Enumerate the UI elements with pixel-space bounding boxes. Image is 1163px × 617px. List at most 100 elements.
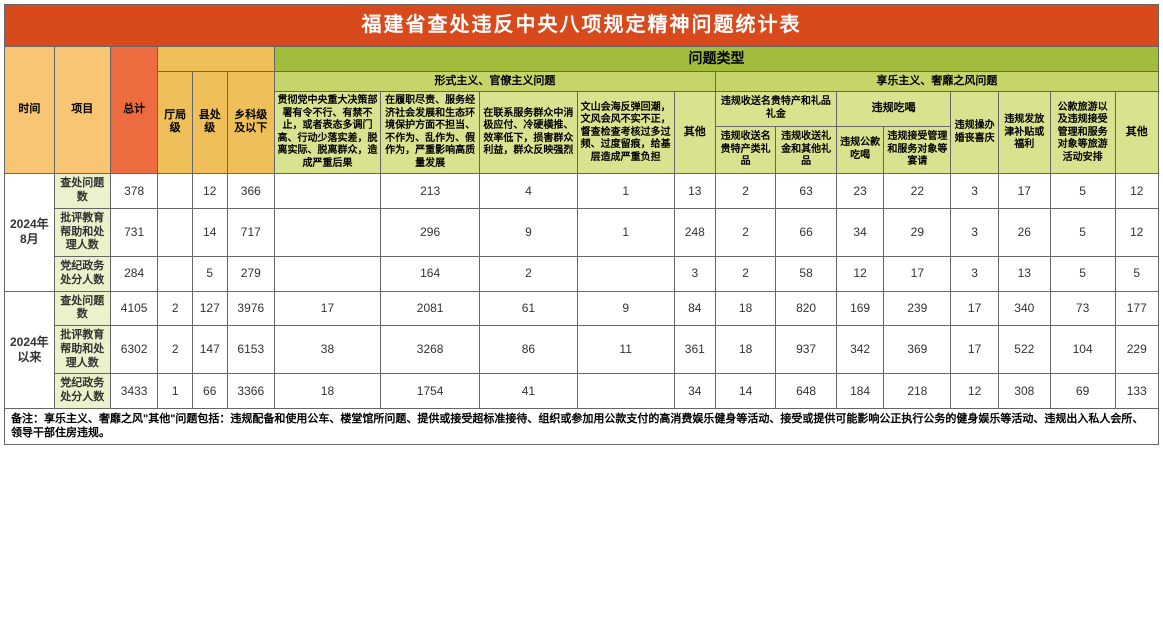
value-cell: 66 xyxy=(776,208,837,256)
value-cell: 127 xyxy=(192,291,227,326)
value-cell: 213 xyxy=(380,174,479,209)
row-label: 批评教育帮助和处理人数 xyxy=(54,326,110,374)
value-cell: 3433 xyxy=(110,374,158,409)
value-cell: 63 xyxy=(776,174,837,209)
row-label: 党纪政务处分人数 xyxy=(54,257,110,292)
value-cell: 177 xyxy=(1115,291,1158,326)
value-cell: 17 xyxy=(998,174,1050,209)
value-cell: 22 xyxy=(884,174,951,209)
value-cell: 229 xyxy=(1115,326,1158,374)
value-cell: 4105 xyxy=(110,291,158,326)
value-cell: 2 xyxy=(715,257,776,292)
value-cell: 731 xyxy=(110,208,158,256)
value-cell: 34 xyxy=(674,374,715,409)
value-cell xyxy=(158,208,193,256)
value-cell: 14 xyxy=(192,208,227,256)
value-cell xyxy=(577,374,674,409)
value-cell: 6153 xyxy=(227,326,275,374)
value-cell: 86 xyxy=(480,326,577,374)
value-cell: 2 xyxy=(715,208,776,256)
col-h-other: 其他 xyxy=(1115,92,1158,174)
value-cell: 12 xyxy=(836,257,884,292)
value-cell xyxy=(158,174,193,209)
value-cell: 1 xyxy=(577,208,674,256)
value-cell: 5 xyxy=(192,257,227,292)
value-cell: 3268 xyxy=(380,326,479,374)
value-cell: 147 xyxy=(192,326,227,374)
value-cell: 84 xyxy=(674,291,715,326)
value-cell: 366 xyxy=(227,174,275,209)
col-wed: 违规操办婚丧喜庆 xyxy=(951,92,999,174)
value-cell: 239 xyxy=(884,291,951,326)
gift-group: 违规收送名贵特产和礼品礼金 xyxy=(715,92,836,126)
value-cell: 66 xyxy=(192,374,227,409)
value-cell: 164 xyxy=(380,257,479,292)
value-cell: 17 xyxy=(884,257,951,292)
value-cell xyxy=(275,208,381,256)
col-f3: 在联系服务群众中消极应付、冷硬横推、效率低下，损害群众利益，群众反映强烈 xyxy=(480,92,577,174)
value-cell: 73 xyxy=(1050,291,1115,326)
value-cell: 284 xyxy=(110,257,158,292)
issue-type-group: 问题类型 xyxy=(275,47,1159,72)
value-cell xyxy=(275,257,381,292)
value-cell xyxy=(158,257,193,292)
value-cell: 248 xyxy=(674,208,715,256)
value-cell: 38 xyxy=(275,326,381,374)
value-cell: 3 xyxy=(951,174,999,209)
value-cell: 3 xyxy=(951,257,999,292)
period-label: 2024年8月 xyxy=(5,174,55,291)
value-cell: 3 xyxy=(674,257,715,292)
value-cell: 3976 xyxy=(227,291,275,326)
value-cell: 12 xyxy=(192,174,227,209)
value-cell: 23 xyxy=(836,174,884,209)
row-label: 党纪政务处分人数 xyxy=(54,374,110,409)
col-time: 时间 xyxy=(5,47,55,174)
col-f2: 在履职尽责、服务经济社会发展和生态环境保护方面不担当、不作为、乱作为、假作为，严… xyxy=(380,92,479,174)
value-cell: 29 xyxy=(884,208,951,256)
value-cell: 3 xyxy=(951,208,999,256)
col-gift1: 违规收送名贵特产类礼品 xyxy=(715,126,776,174)
value-cell: 9 xyxy=(480,208,577,256)
value-cell: 17 xyxy=(951,291,999,326)
value-cell: 13 xyxy=(674,174,715,209)
level-group xyxy=(158,47,275,72)
value-cell: 17 xyxy=(951,326,999,374)
value-cell: 9 xyxy=(577,291,674,326)
col-level-xiang: 乡科级及以下 xyxy=(227,71,275,174)
value-cell: 378 xyxy=(110,174,158,209)
value-cell xyxy=(577,257,674,292)
value-cell: 12 xyxy=(1115,208,1158,256)
value-cell: 169 xyxy=(836,291,884,326)
table-row: 批评教育帮助和处理人数63022147615338326886113611893… xyxy=(5,326,1159,374)
value-cell: 5 xyxy=(1050,257,1115,292)
table-title: 福建省查处违反中央八项规定精神问题统计表 xyxy=(5,5,1159,47)
value-cell: 296 xyxy=(380,208,479,256)
value-cell: 5 xyxy=(1050,174,1115,209)
value-cell xyxy=(275,174,381,209)
value-cell: 34 xyxy=(836,208,884,256)
value-cell: 340 xyxy=(998,291,1050,326)
value-cell: 41 xyxy=(480,374,577,409)
col-f1: 贯彻党中央重大决策部署有令不行、有禁不止，或者表态多调门高、行动少落实差，脱离实… xyxy=(275,92,381,174)
value-cell: 26 xyxy=(998,208,1050,256)
row-label: 查处问题数 xyxy=(54,174,110,209)
row-label: 查处问题数 xyxy=(54,291,110,326)
value-cell: 820 xyxy=(776,291,837,326)
value-cell: 14 xyxy=(715,374,776,409)
period-label: 2024年以来 xyxy=(5,291,55,408)
value-cell: 2 xyxy=(715,174,776,209)
col-eat1: 违规公款吃喝 xyxy=(836,126,884,174)
table-row: 2024年8月查处问题数3781236621341132632322317512 xyxy=(5,174,1159,209)
value-cell: 717 xyxy=(227,208,275,256)
value-cell: 18 xyxy=(715,291,776,326)
col-bonus: 违规发放津补贴或福利 xyxy=(998,92,1050,174)
value-cell: 13 xyxy=(998,257,1050,292)
value-cell: 133 xyxy=(1115,374,1158,409)
value-cell: 18 xyxy=(715,326,776,374)
hedonism-group: 享乐主义、奢靡之风问题 xyxy=(715,71,1158,92)
col-level-xian: 县处级 xyxy=(192,71,227,174)
table-row: 党纪政务处分人数34331663366181754413414648184218… xyxy=(5,374,1159,409)
value-cell: 5 xyxy=(1050,208,1115,256)
value-cell: 69 xyxy=(1050,374,1115,409)
value-cell: 369 xyxy=(884,326,951,374)
